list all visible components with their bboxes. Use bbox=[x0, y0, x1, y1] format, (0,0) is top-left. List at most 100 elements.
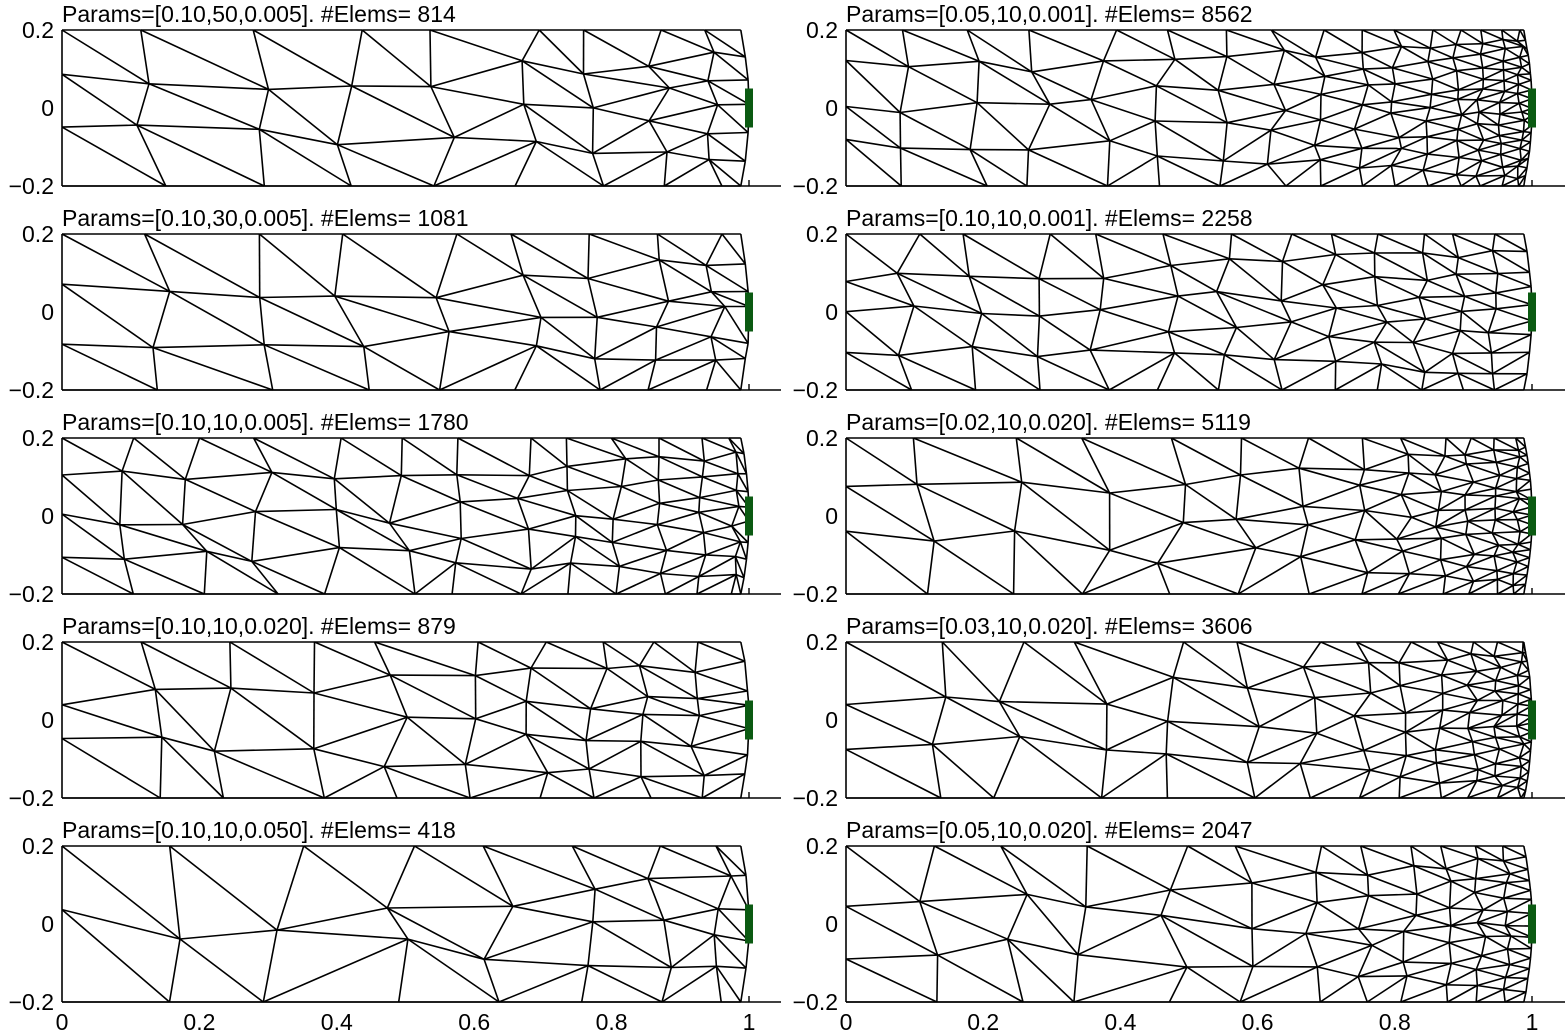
mesh-edge bbox=[625, 458, 659, 481]
mesh-edge bbox=[389, 674, 477, 720]
mesh-edge bbox=[251, 560, 325, 595]
x-tick-label: 0.8 bbox=[596, 1009, 628, 1035]
mesh-edge bbox=[1162, 233, 1230, 260]
mesh-edge bbox=[1516, 477, 1531, 482]
mesh-edge bbox=[547, 771, 595, 799]
mesh-edge bbox=[1103, 277, 1179, 297]
mesh-edge bbox=[1491, 532, 1519, 546]
mesh-edge bbox=[1430, 43, 1457, 49]
mesh-edge bbox=[148, 83, 269, 91]
mesh-edge bbox=[900, 147, 971, 151]
mesh-edge bbox=[1436, 641, 1449, 661]
mesh-edge bbox=[1497, 786, 1518, 799]
mesh-edge bbox=[590, 708, 643, 716]
mesh-edge bbox=[1319, 975, 1359, 1003]
mesh-edge bbox=[570, 562, 617, 595]
mesh-edge bbox=[1425, 310, 1462, 320]
mesh-edge bbox=[1505, 873, 1511, 883]
mesh-edge bbox=[334, 295, 365, 347]
mesh-edge bbox=[263, 344, 274, 391]
mesh-edge bbox=[182, 510, 256, 526]
mesh-edge bbox=[707, 80, 719, 106]
mesh-edge bbox=[1299, 732, 1318, 764]
mesh-edge bbox=[1465, 553, 1475, 568]
y-tick-label: 0.2 bbox=[22, 833, 54, 859]
mesh-edge bbox=[1322, 275, 1375, 286]
mesh-edge bbox=[1437, 641, 1472, 655]
mesh-edge bbox=[464, 718, 477, 765]
mesh-edge bbox=[1373, 321, 1388, 343]
mesh-edge bbox=[258, 89, 270, 130]
mesh-edge bbox=[1167, 295, 1179, 333]
mesh-edge bbox=[709, 158, 746, 162]
mesh-edge bbox=[1019, 735, 1107, 751]
mesh-edge bbox=[1464, 295, 1497, 310]
mesh-edge bbox=[1456, 42, 1483, 46]
mesh-edge bbox=[1494, 475, 1501, 489]
mesh-edge bbox=[1391, 164, 1424, 171]
mesh-edge bbox=[1464, 454, 1468, 465]
mesh-edge bbox=[1475, 968, 1506, 979]
mesh-edge bbox=[1371, 944, 1404, 963]
mesh-edge bbox=[1251, 871, 1317, 884]
mesh-edge bbox=[1028, 140, 1110, 151]
mesh-edge bbox=[744, 661, 749, 692]
mesh-edge bbox=[1374, 275, 1420, 299]
mesh-edge bbox=[1236, 641, 1304, 668]
mesh-edge bbox=[1415, 907, 1450, 917]
mesh-edge bbox=[1438, 783, 1443, 799]
mesh-edge bbox=[1361, 52, 1365, 70]
mesh-edge bbox=[1361, 29, 1402, 48]
mesh-edge bbox=[1215, 291, 1238, 328]
mesh-edge bbox=[1416, 880, 1452, 895]
mesh-edge bbox=[1496, 785, 1504, 799]
mesh-edge bbox=[1518, 736, 1525, 745]
mesh-edge bbox=[740, 641, 746, 662]
mesh-edge bbox=[1493, 641, 1499, 657]
mesh-edge bbox=[1499, 154, 1504, 168]
mesh-edge bbox=[1449, 907, 1484, 911]
mesh-edge bbox=[206, 550, 279, 595]
mesh-edge bbox=[1435, 740, 1473, 751]
y-tick-label: 0.2 bbox=[22, 629, 54, 655]
mesh-edge bbox=[590, 695, 648, 710]
electrode-marker bbox=[745, 496, 753, 536]
mesh-edge bbox=[1160, 914, 1188, 968]
mesh-edge bbox=[1494, 775, 1503, 786]
mesh-edge bbox=[1317, 944, 1373, 968]
y-tick-label: −0.2 bbox=[9, 173, 54, 199]
mesh-edge bbox=[1216, 290, 1292, 323]
mesh-edge bbox=[1101, 753, 1167, 799]
mesh-edge bbox=[899, 101, 978, 114]
mesh-edge bbox=[1519, 148, 1522, 161]
mesh-edge bbox=[456, 474, 461, 502]
mesh-edge bbox=[698, 505, 740, 514]
mesh-edge bbox=[1224, 354, 1275, 361]
y-tick-label: 0.2 bbox=[22, 17, 54, 43]
mesh-edge bbox=[1502, 48, 1507, 62]
mesh-edge bbox=[185, 471, 272, 481]
mesh-edge bbox=[593, 87, 670, 109]
mesh-edge bbox=[1474, 845, 1479, 859]
mesh-edge bbox=[1077, 914, 1162, 956]
mesh-edge bbox=[525, 700, 587, 742]
mesh-edge bbox=[1483, 134, 1500, 141]
y-tick-label: 0.2 bbox=[806, 629, 838, 655]
mesh-edge bbox=[1499, 466, 1518, 477]
mesh-edge bbox=[1455, 29, 1462, 45]
mesh-edge bbox=[715, 845, 732, 877]
mesh-edge bbox=[1521, 63, 1530, 69]
mesh-edge bbox=[697, 641, 746, 662]
mesh-edge bbox=[611, 542, 621, 567]
mesh-edge bbox=[388, 522, 411, 552]
mesh-edge bbox=[640, 774, 705, 778]
mesh-edge bbox=[571, 845, 596, 890]
mesh-edge bbox=[1476, 775, 1496, 782]
mesh-edge bbox=[1335, 341, 1375, 363]
mesh-edge bbox=[159, 737, 163, 799]
mesh-edge bbox=[1162, 233, 1172, 266]
mesh-edge bbox=[1320, 119, 1355, 130]
mesh-edge bbox=[704, 773, 745, 777]
mesh-edge bbox=[1156, 85, 1219, 92]
mesh-edge bbox=[1373, 233, 1379, 254]
